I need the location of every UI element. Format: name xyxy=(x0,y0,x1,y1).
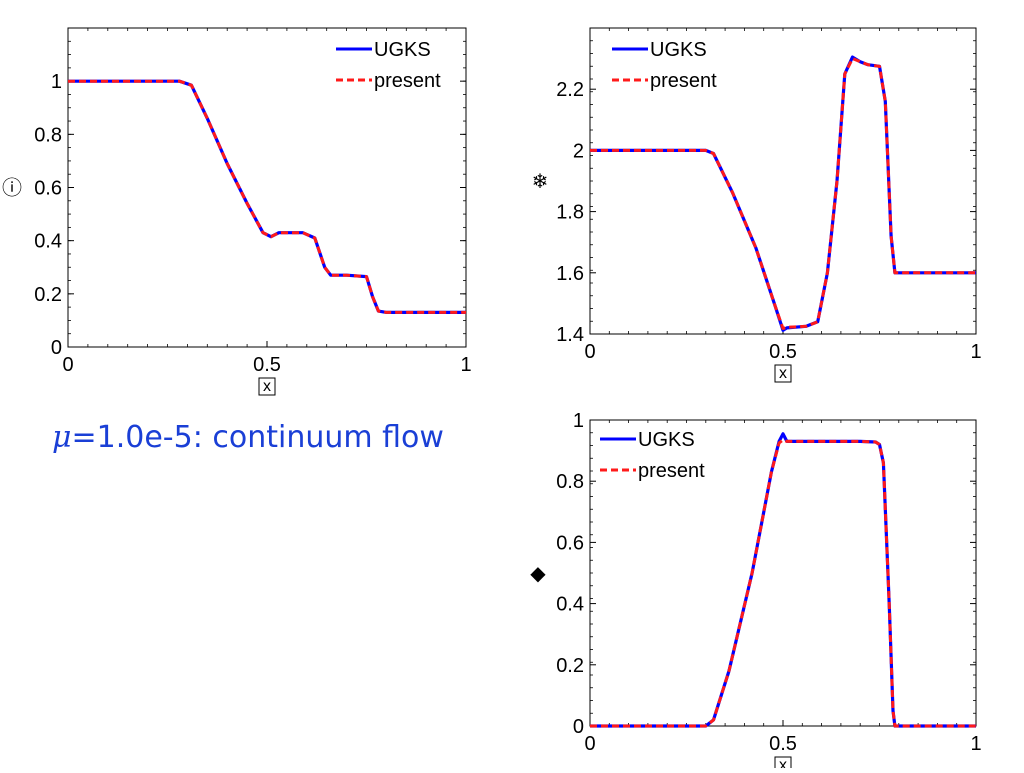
series-line-present xyxy=(590,57,976,330)
y-tick-label: 1 xyxy=(573,410,584,432)
series-line-present xyxy=(68,79,466,314)
x-tick-label: 1 xyxy=(970,341,981,363)
y-tick-label: 0.8 xyxy=(34,124,62,146)
x-tick-label: 1 xyxy=(460,354,471,376)
y-tick-label: 2 xyxy=(573,140,584,162)
legend: UGKS present xyxy=(612,39,717,92)
y-tick-label: 2.2 xyxy=(556,79,584,101)
caption: μ=1.0e-5: continuum flow xyxy=(52,420,444,455)
x-tick-label: 0.5 xyxy=(253,354,281,376)
legend-label-ugks: UGKS xyxy=(650,39,707,61)
legend-label-ugks: UGKS xyxy=(638,429,695,451)
y-axis-label: ◆ xyxy=(530,563,546,585)
x-tick-label: 1 xyxy=(970,733,981,755)
x-axis-label: x xyxy=(263,378,271,395)
y-tick-label: 0.4 xyxy=(556,594,584,616)
y-tick-label: 0.2 xyxy=(556,655,584,677)
y-tick-label: 0.8 xyxy=(556,471,584,493)
series-line-present xyxy=(590,438,976,728)
legend: UGKS present xyxy=(336,39,441,92)
y-tick-label: 1.8 xyxy=(556,202,584,224)
series-line-ugks xyxy=(590,55,976,332)
x-axis-label-box xyxy=(774,364,792,383)
x-axis-label-box xyxy=(258,377,276,396)
x-tick-label: 0 xyxy=(584,341,595,363)
x-tick-label: 0.5 xyxy=(769,733,797,755)
y-tick-label: 0.6 xyxy=(556,532,584,554)
y-tick-label: 0.2 xyxy=(34,284,62,306)
x-axis-label-box xyxy=(774,756,792,773)
y-tick-label: 1.6 xyxy=(556,263,584,285)
x-tick-label: 0 xyxy=(62,354,73,376)
caption-mu-symbol: μ xyxy=(52,420,72,455)
caption-text: =1.0e-5: continuum flow xyxy=(71,420,444,455)
chart-1: 0 0.5 1 0 0.2 0.4 0.6 0.8 1 x ⓘ UGKS present xyxy=(2,27,472,396)
legend-label-present: present xyxy=(374,70,441,92)
x-axis-label: x xyxy=(779,757,787,768)
legend: UGKS present xyxy=(600,429,705,482)
y-tick-label: 0 xyxy=(51,337,62,359)
plot-frame xyxy=(589,27,977,335)
y-tick-label: 1 xyxy=(51,71,62,93)
y-axis-label: ⓘ xyxy=(2,177,22,200)
x-tick-label: 0.5 xyxy=(769,341,797,363)
y-tick-label: 0 xyxy=(573,716,584,738)
legend-label-ugks: UGKS xyxy=(374,39,431,61)
chart-3: 0 0.5 1 0 0.2 0.4 0.6 0.8 1 x ◆ UGKS present xyxy=(530,410,982,773)
y-tick-label: 0.4 xyxy=(34,231,62,253)
series-line-ugks xyxy=(68,79,466,314)
y-axis-label: ❄ xyxy=(532,171,549,193)
y-tick-label: 1.4 xyxy=(556,324,584,346)
legend-label-present: present xyxy=(638,460,705,482)
y-tick-label: 0.6 xyxy=(34,178,62,200)
legend-label-present: present xyxy=(650,70,717,92)
chart-2: 0 0.5 1 1.4 1.6 1.8 2 2.2 x ❄ UGKS present xyxy=(532,27,982,383)
x-tick-label: 0 xyxy=(584,733,595,755)
x-axis-label: x xyxy=(779,365,787,382)
